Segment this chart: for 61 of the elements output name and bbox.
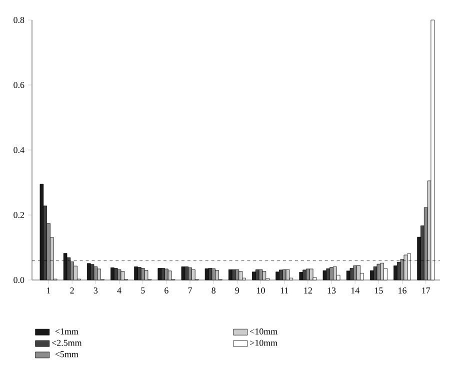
bar [158, 268, 162, 280]
bar [110, 267, 114, 280]
x-tick-label: 15 [374, 288, 383, 294]
bar [120, 271, 125, 280]
x-tick-label: 13 [328, 288, 336, 294]
bar [286, 269, 290, 280]
x-tick-label: 9 [235, 288, 240, 294]
y-tick-label: 0.6 [14, 82, 24, 88]
bar [86, 263, 91, 280]
x-tick-label: 1 [47, 288, 50, 294]
x-tick-label: 5 [141, 288, 145, 294]
bar [134, 266, 138, 280]
bar [252, 272, 256, 280]
x-tick-label: 14 [351, 288, 360, 294]
x-tick-label: 12 [304, 288, 312, 294]
y-tick-label: 0.2 [14, 212, 24, 218]
x-tick-label: 6 [164, 288, 168, 294]
legend-label: <1mm [55, 328, 78, 334]
bar [299, 272, 304, 280]
bar [322, 270, 327, 280]
bar [144, 270, 148, 280]
bar [161, 268, 165, 280]
y-tick-label: 0.8 [14, 16, 24, 24]
bar [394, 266, 398, 280]
x-tick-label: 2 [70, 288, 74, 294]
x-tick-label: 7 [188, 288, 192, 294]
bar [279, 270, 283, 280]
bar [138, 267, 142, 280]
bar [276, 272, 280, 280]
bar [309, 268, 314, 280]
bar [370, 270, 374, 280]
bar [184, 266, 189, 280]
bar [74, 266, 78, 280]
x-tick-label: 8 [212, 288, 216, 294]
legend-label: <5mm [55, 351, 78, 358]
legend-label: >10mm [250, 340, 278, 346]
bar [333, 266, 337, 280]
x-tick-label: 11 [280, 288, 288, 294]
bar [326, 268, 330, 280]
bar [208, 268, 212, 280]
bar [302, 270, 306, 280]
bar [262, 271, 266, 280]
bar [192, 269, 196, 280]
x-tick-label: 3 [94, 288, 98, 294]
bar [350, 268, 354, 280]
x-tick-label: 17 [422, 288, 430, 294]
legend-label: <10mm [250, 328, 278, 334]
bar [181, 266, 186, 280]
bar [380, 262, 384, 280]
y-tick-label: 0.4 [14, 146, 24, 154]
x-tick-label: 4 [117, 288, 122, 294]
legend-label: <2.5mm [52, 340, 82, 346]
x-tick-label: 16 [398, 288, 406, 294]
bar [238, 271, 242, 280]
bar [97, 268, 101, 280]
x-tick-label: 10 [257, 288, 265, 294]
y-tick-label: 0.0 [14, 276, 24, 284]
bar [228, 269, 232, 280]
bar [356, 265, 360, 280]
bar [168, 270, 172, 280]
bar [215, 270, 219, 280]
